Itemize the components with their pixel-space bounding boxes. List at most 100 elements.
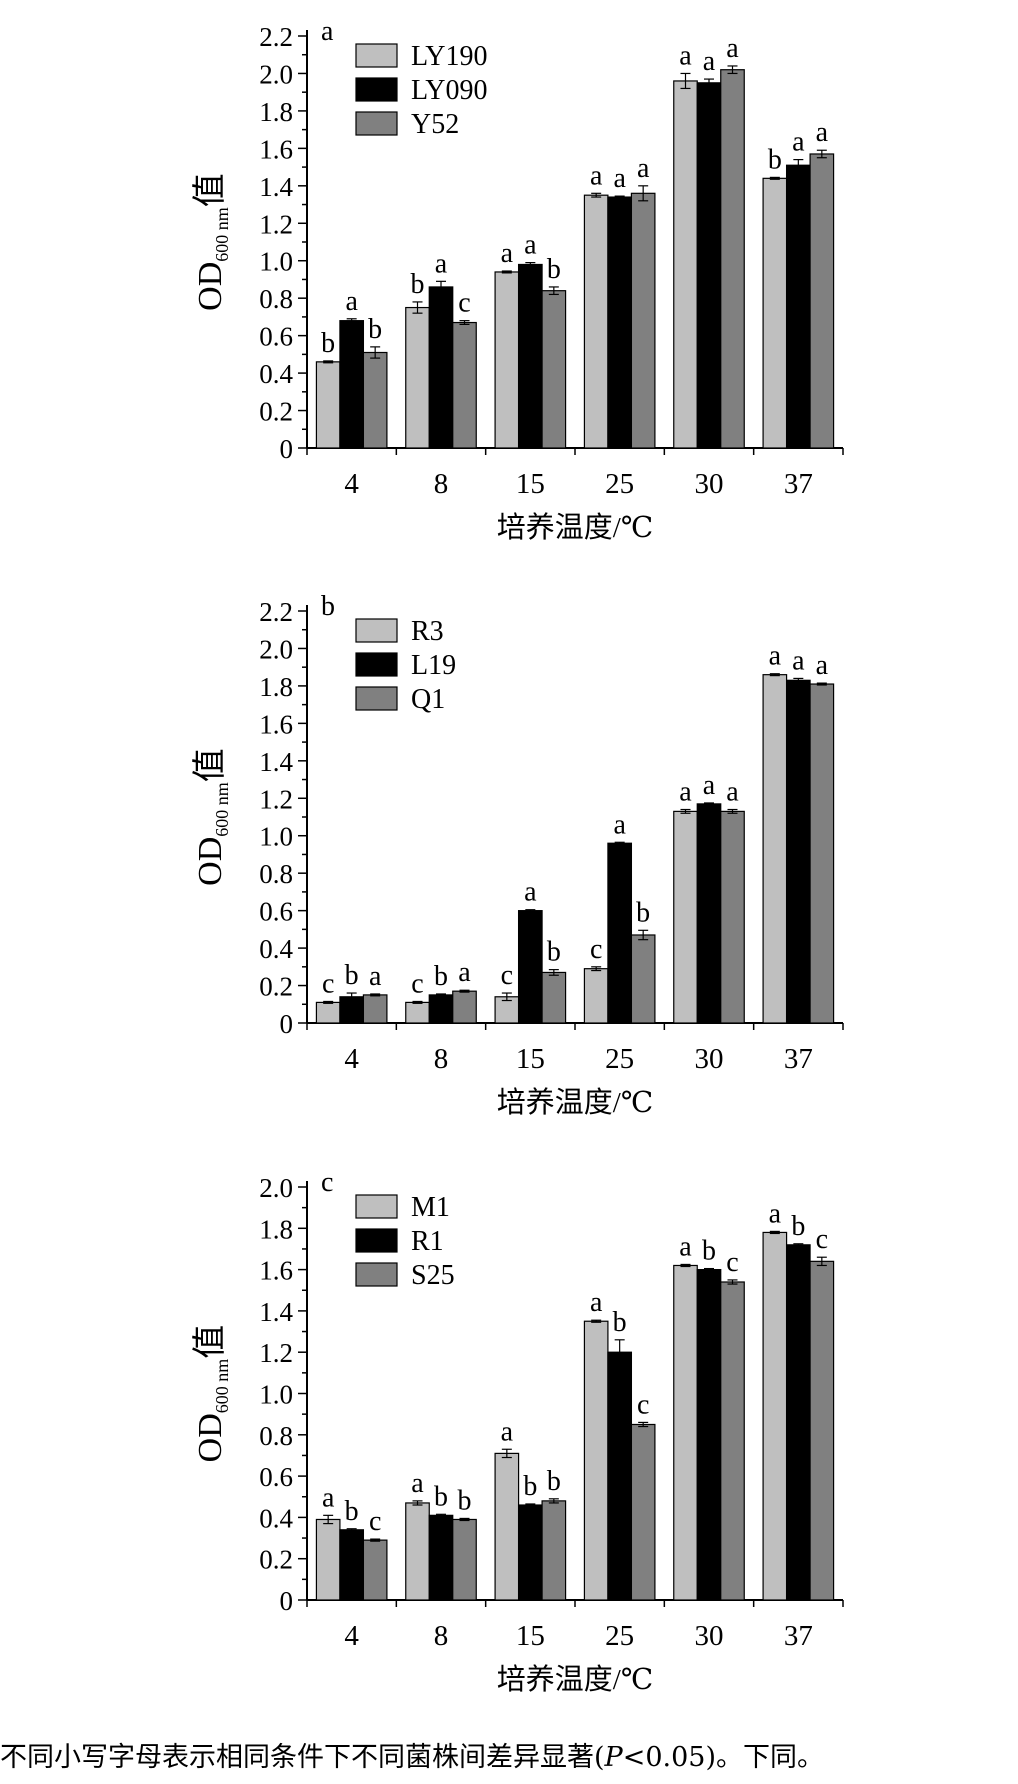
y-tick-label: 2.2 [259,22,293,52]
bar [517,910,543,1024]
y-axis-title: OD600 nm值 [190,173,232,311]
y-tick-label: 0.4 [259,359,293,389]
legend-label: M1 [411,1192,450,1223]
significance-letter: b [434,1481,448,1512]
legend-swatch [355,686,398,711]
y-tick-label: 1.6 [259,1256,293,1286]
bar [339,320,365,449]
x-tick-label: 8 [434,1620,449,1652]
significance-letter: a [816,650,829,681]
significance-letter: a [769,1198,782,1229]
y-axis-title: OD600 nm值 [190,1325,232,1463]
significance-letter: b [791,1211,805,1242]
significance-letter: c [369,1506,381,1537]
significance-letter: b [702,1236,716,1267]
y-tick-label: 0 [280,1009,294,1039]
caption-p-symbol: P [604,1742,623,1773]
bar [630,1423,656,1601]
y-tick-label: 2.0 [259,1173,293,1203]
x-tick-label: 25 [605,1620,634,1652]
bar [720,810,745,1024]
significance-letter: a [322,1482,335,1513]
chart-panel-a: 0 0.2 0.4 0.6 0.8 1.0 1.2 1.4 1.6 1.8 2.0 2.2 4 8 15 25… [190,16,844,544]
x-tick-label: 8 [434,1043,449,1075]
legend-label: R3 [411,616,444,647]
y-tick-label: 1.4 [259,747,293,777]
bar [809,1260,835,1601]
bar [517,263,543,449]
y-axis-title-suffix: 值 [190,1325,230,1359]
significance-letter: c [590,934,602,965]
significance-letter: c [501,960,513,991]
bar [315,361,341,449]
y-tick-label: 0.2 [259,972,293,1002]
x-tick-label: 15 [516,1043,545,1075]
caption-prefix: 不同小写字母表示相同条件下不同菌株间差异显著( [0,1742,605,1773]
figure: 0 0.2 0.4 0.6 0.8 1.0 1.2 1.4 1.6 1.8 2.0 2.2 4 8 15 25… [190,16,844,1696]
significance-letter: b [345,960,359,991]
bar [405,1502,430,1601]
significance-letter: b [523,1471,537,1502]
x-tick-label: 30 [695,1620,724,1652]
bar [720,1281,745,1601]
y-tick-label: 1.0 [259,247,293,277]
bar [809,153,835,449]
significance-letter: b [547,1466,561,1497]
significance-letter: a [590,1287,603,1318]
y-tick-label: 1.2 [259,209,293,239]
y-tick-label: 0.8 [259,284,293,314]
x-tick-label: 30 [695,468,724,500]
y-tick-label: 1.8 [259,97,293,127]
x-tick-label: 15 [516,1620,545,1652]
y-axis-title-subscript: 600 nm [212,782,232,837]
significance-letter: c [458,288,470,319]
legend-label: Q1 [411,684,445,715]
significance-letter: b [547,254,561,285]
bar [405,306,430,449]
x-tick-label: 4 [344,1043,359,1075]
significance-letter: a [590,160,603,191]
significance-letter: a [703,46,716,77]
bar [583,968,609,1024]
bar [673,1264,698,1601]
bar [583,194,609,449]
x-tick-label: 8 [434,468,449,500]
significance-letter: a [613,809,626,840]
significance-letter: a [501,1416,514,1447]
legend-swatch [355,77,398,102]
bar [673,80,698,449]
y-tick-label: 2.0 [259,59,293,89]
bar [696,1268,722,1601]
y-tick-label: 0.2 [259,1545,293,1575]
bar [428,994,454,1024]
bar [339,1529,365,1601]
bar [405,1001,430,1024]
significance-letter: a [435,248,448,279]
bar [315,1518,341,1601]
bar [785,1244,811,1601]
significance-letter: a [613,163,626,194]
bar [785,164,811,449]
bar [428,286,454,449]
significance-letter: c [726,1247,738,1278]
x-tick-label: 25 [605,1043,634,1075]
bar [541,1500,567,1601]
y-tick-label: 0.4 [259,934,293,964]
bar [494,271,520,449]
bar [607,1351,633,1601]
bar [494,1452,520,1601]
bar [452,990,477,1024]
bar [452,321,477,449]
y-tick-label: 1.2 [259,1338,293,1368]
y-axis-title-subscript: 600 nm [212,1359,232,1414]
y-tick-label: 1.8 [259,672,293,702]
x-axis-title: 培养温度/℃ [497,1086,654,1119]
y-tick-label: 0.4 [259,1503,293,1533]
x-tick-label: 15 [516,468,545,500]
x-axis-title: 培养温度/℃ [497,1663,654,1696]
y-axis-title-subscript: 600 nm [212,207,232,262]
significance-letter: a [792,645,805,676]
caption-suffix: <0.05)。下同。 [622,1742,824,1773]
significance-letter: b [321,328,335,359]
significance-letter: c [637,1389,649,1420]
